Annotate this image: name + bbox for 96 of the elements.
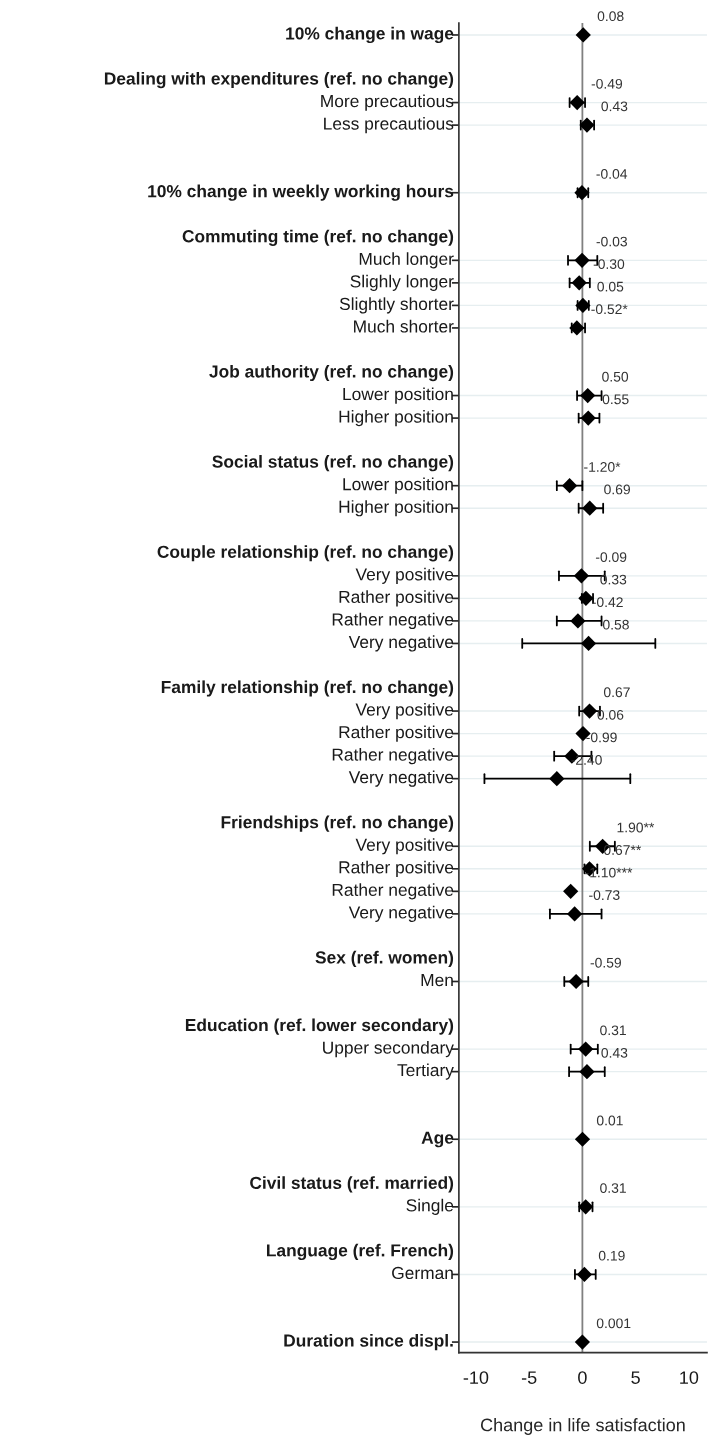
point — [574, 1131, 591, 1147]
x-axis-title: Change in life satisfaction — [480, 1418, 685, 1435]
x-tick-label: 10 — [680, 1371, 699, 1384]
data-label: -0.03 — [596, 236, 627, 247]
y-tick-label: Lower position — [343, 387, 453, 404]
data-label: 0.31 — [600, 1025, 626, 1036]
y-tick-label: Job authority (ref. no change) — [209, 364, 454, 382]
x-tick-label: -5 — [521, 1371, 537, 1384]
data-label: 0.08 — [597, 11, 624, 22]
y-tick-label: Rather positive — [339, 590, 454, 607]
y-tick-label: Social status (ref. no change) — [212, 455, 454, 472]
y-tick-label: Commuting time (ref. no change) — [182, 229, 454, 246]
data-label: 0.67 — [603, 687, 630, 698]
point — [574, 252, 590, 268]
data-label: -0.49 — [591, 78, 623, 89]
y-tick-label: Age — [421, 1131, 454, 1148]
data-label: 0.06 — [597, 709, 624, 720]
data-label: 0.43 — [601, 1047, 628, 1058]
data-label: 0.31 — [600, 1183, 626, 1193]
point — [562, 478, 578, 494]
point — [576, 1266, 593, 1283]
data-label: 0.58 — [603, 619, 629, 630]
data-label: -0.59 — [590, 957, 621, 968]
y-tick-label: Higher position — [339, 409, 453, 427]
data-label: -0.09 — [595, 552, 627, 562]
point — [574, 1334, 591, 1350]
y-tick-label: Slighly longer — [350, 274, 454, 291]
point — [549, 771, 565, 787]
y-tick-label: Very negative — [348, 635, 454, 652]
y-tick-label: Very negative — [348, 905, 454, 922]
point — [579, 1064, 595, 1080]
data-label: -0.73 — [589, 890, 620, 901]
y-tick-label: Very positive — [355, 702, 454, 720]
point — [571, 275, 587, 291]
data-label: -0.99 — [586, 732, 617, 743]
point — [578, 1041, 594, 1057]
data-label: 0.19 — [598, 1250, 625, 1261]
point — [563, 883, 579, 899]
y-tick-label: More precautious — [321, 94, 454, 111]
point — [580, 387, 596, 404]
y-tick-label: Very negative — [348, 770, 454, 787]
point — [582, 500, 598, 516]
y-tick-label: Very positive — [355, 838, 454, 855]
y-tick-label: Sex (ref. women) — [315, 950, 454, 968]
y-tick-label: Much shorter — [354, 319, 454, 333]
y-tick-label: Rather positive — [339, 860, 454, 877]
data-label: 0.69 — [604, 484, 630, 495]
y-tick-label: Rather positive — [339, 725, 454, 742]
y-tick-label: Family relationship (ref. no change) — [161, 680, 454, 697]
x-tick-label: -10 — [463, 1371, 489, 1384]
y-tick-label: Less precautious — [324, 117, 454, 134]
point — [570, 613, 586, 629]
y-tick-label: German — [392, 1266, 453, 1280]
y-tick-label: Higher position — [339, 500, 453, 517]
y-tick-label: Duration since displ. — [284, 1333, 453, 1351]
point — [580, 635, 597, 652]
data-label: -0.42 — [592, 597, 623, 608]
point — [568, 973, 584, 990]
y-tick-label: Rather negative — [332, 883, 454, 900]
y-tick-label: Single — [406, 1198, 454, 1215]
data-label: -0.04 — [596, 169, 628, 179]
data-label: 1.90** — [617, 822, 655, 833]
data-label: 0.05 — [597, 281, 624, 292]
data-label: 0.01 — [596, 1115, 623, 1126]
y-tick-label: Friendships (ref. no change) — [221, 815, 454, 832]
data-label: 0.67** — [603, 845, 642, 855]
y-tick-label: 10% change in weekly working hours — [148, 184, 454, 201]
y-tick-label: Very positive — [355, 567, 454, 584]
y-tick-label: Men — [421, 974, 453, 987]
x-tick-label: 5 — [631, 1371, 640, 1384]
data-label: -0.30 — [593, 259, 625, 270]
data-label: 0.33 — [600, 574, 627, 585]
y-tick-label: Language (ref. French) — [267, 1243, 454, 1261]
y-tick-label: Dealing with expenditures (ref. no change) — [104, 71, 454, 89]
point — [575, 27, 591, 43]
data-label: 0.43 — [601, 101, 628, 112]
data-label: -0.52* — [591, 304, 628, 315]
data-label: 0.001 — [596, 1318, 631, 1329]
point — [567, 906, 583, 922]
y-tick-label: Much longer — [359, 252, 454, 269]
y-tick-label: Education (ref. lower secondary) — [185, 1018, 454, 1035]
x-tick-label: 0 — [578, 1371, 587, 1384]
point — [573, 568, 590, 584]
y-tick-label: Upper secondary — [323, 1041, 454, 1058]
data-label: 0.55 — [602, 394, 629, 405]
y-tick-label: Civil status (ref. married) — [250, 1176, 454, 1193]
y-tick-label: Rather negative — [332, 748, 454, 765]
y-tick-label: Tertiary — [397, 1063, 454, 1080]
y-tick-label: Slightly shorter — [339, 297, 454, 314]
data-label: 0.50 — [602, 371, 629, 382]
y-tick-label: Couple relationship (ref. no change) — [157, 545, 454, 562]
data-label: -1.20* — [584, 462, 621, 472]
y-tick-label: 10% change in wage — [286, 26, 454, 44]
y-tick-label: Rather negative — [332, 612, 454, 629]
point — [580, 410, 596, 426]
y-tick-label: Lower position — [343, 477, 453, 494]
